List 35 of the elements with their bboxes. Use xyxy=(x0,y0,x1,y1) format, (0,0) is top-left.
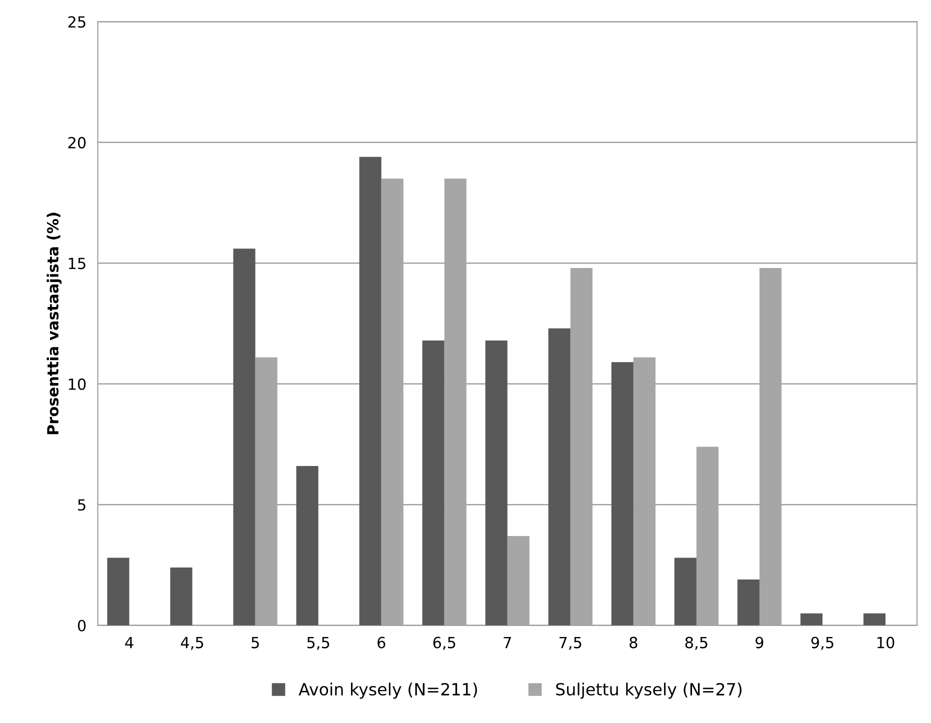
x-tick-label: 9,5 xyxy=(811,636,834,650)
x-tick-label: 9 xyxy=(756,636,764,648)
bar xyxy=(422,340,444,626)
bar xyxy=(611,362,634,626)
bar xyxy=(548,328,570,626)
bar xyxy=(296,466,318,626)
bar xyxy=(674,558,696,626)
bar xyxy=(233,248,256,626)
y-tick-label: 15 xyxy=(68,258,86,270)
x-tick-label: 5 xyxy=(252,636,259,648)
bar xyxy=(737,580,760,626)
y-tick-label: 5 xyxy=(78,499,86,511)
bar xyxy=(170,567,192,626)
bar xyxy=(863,613,886,626)
y-axis-title: Prosenttia vastaajista (%) xyxy=(46,212,62,434)
bar xyxy=(800,613,823,626)
x-tick-label: 5,5 xyxy=(307,636,330,650)
y-tick-label: 20 xyxy=(68,136,86,148)
y-tick-label: 25 xyxy=(68,16,86,28)
x-tick-label: 4 xyxy=(125,636,134,648)
legend-label: Avoin kysely (N=211) xyxy=(298,682,477,699)
x-tick-label: 8 xyxy=(630,636,638,648)
x-tick-label: 4,5 xyxy=(180,636,204,650)
x-tick-label: 6,5 xyxy=(433,636,456,650)
y-tick-label: 10 xyxy=(68,378,86,390)
x-tick-label: 10 xyxy=(877,636,894,648)
y-tick-label: 0 xyxy=(78,620,86,632)
x-tick-label: 6 xyxy=(378,636,386,648)
x-tick-label: 8,5 xyxy=(685,636,708,650)
x-tick-label: 7,5 xyxy=(560,636,582,650)
legend-label: Suljettu kysely (N=27) xyxy=(556,682,742,699)
bar xyxy=(359,156,382,626)
x-tick-label: 7 xyxy=(504,636,511,648)
bar xyxy=(107,558,130,626)
bar xyxy=(485,340,508,626)
